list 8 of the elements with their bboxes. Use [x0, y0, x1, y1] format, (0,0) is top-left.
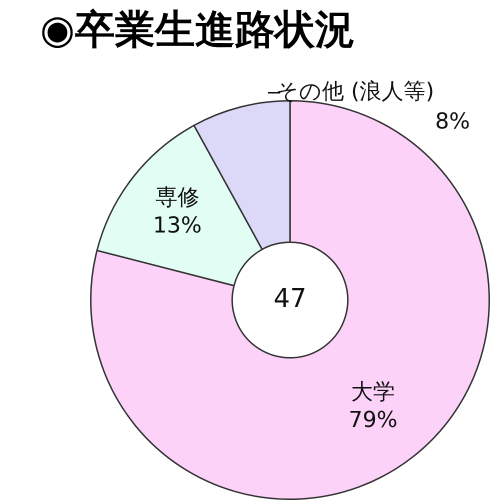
- data-label: 79%: [348, 408, 398, 433]
- data-label: 13%: [152, 213, 202, 238]
- data-label: 8%: [435, 109, 470, 134]
- slice-label: その他 (浪人等): [276, 79, 434, 104]
- slice-label: 大学: [351, 380, 396, 405]
- text: 47: [273, 284, 307, 314]
- chart-title: ◉卒業生進路状況: [39, 6, 356, 55]
- slice-label: 専修: [155, 185, 200, 210]
